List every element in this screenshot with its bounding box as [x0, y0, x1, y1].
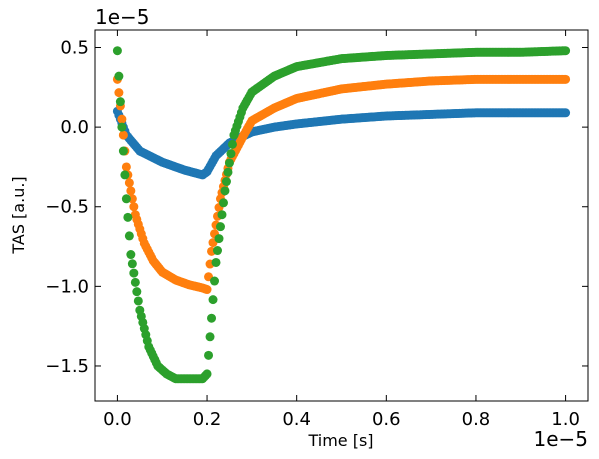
series-2 — [112, 74, 571, 295]
x-axis-ticks: 0.0 0.2 0.4 0.6 0.8 1.0 — [103, 30, 580, 430]
series-3-point — [226, 149, 236, 159]
series-2-point — [124, 178, 134, 188]
series-3-point — [123, 212, 133, 222]
y-tick-label: 0.0 — [60, 117, 89, 138]
series-3-point — [118, 146, 128, 156]
series-2-point — [117, 114, 127, 124]
series-2-point — [114, 88, 124, 98]
series-2-point — [121, 162, 131, 172]
series-3-point — [121, 194, 131, 204]
series-3-point — [115, 97, 125, 107]
series-3-point — [126, 250, 136, 260]
x-offset-text: 1e−5 — [533, 427, 588, 451]
series-3-point — [207, 313, 217, 323]
series-3 — [112, 46, 571, 384]
series-3-point — [202, 369, 212, 379]
series-1 — [112, 106, 571, 180]
series-3-point — [214, 234, 224, 244]
y-tick-label: −1.5 — [45, 356, 89, 377]
series-2-point — [202, 285, 212, 295]
series-3-point — [223, 167, 233, 177]
x-tick-label: 0.6 — [372, 409, 401, 430]
x-tick-label: 0.8 — [462, 409, 491, 430]
series-3-point — [561, 46, 571, 56]
series-3-point — [217, 210, 227, 220]
series-3-point — [224, 158, 234, 168]
x-tick-label: 0.2 — [193, 409, 222, 430]
y-tick-label: −0.5 — [45, 197, 89, 218]
x-tick-label: 0.4 — [282, 409, 311, 430]
y-tick-label: −1.0 — [45, 276, 89, 297]
y-tick-label: 0.5 — [60, 38, 89, 59]
series-3-point — [208, 295, 218, 305]
y-axis-label: TAS [a.u.] — [9, 176, 28, 254]
series-3-point — [204, 350, 214, 360]
series-3-point — [210, 276, 220, 286]
series-3-point — [133, 296, 143, 306]
series-3-point — [213, 246, 222, 256]
plot-frame — [94, 29, 589, 402]
y-axis-ticks: 0.5 0.0 −0.5 −1.0 −1.5 — [45, 38, 588, 377]
series-3-point — [211, 257, 221, 267]
series-1-point — [561, 108, 571, 118]
x-axis-label: Time [s] — [307, 431, 373, 450]
series-2-point — [129, 202, 139, 212]
series-2-point — [561, 74, 571, 84]
series-3-point — [221, 177, 231, 187]
series-3-point — [114, 71, 124, 81]
series-3-point — [205, 332, 215, 342]
y-offset-text: 1e−5 — [95, 5, 150, 29]
x-tick-label: 0.0 — [103, 409, 132, 430]
x-tick-label: 1.0 — [551, 409, 580, 430]
series-3-point — [220, 186, 230, 196]
series-2-point — [118, 130, 128, 140]
series-3-point — [127, 259, 137, 269]
series-2-point — [126, 186, 136, 196]
series-3-point — [120, 170, 130, 180]
series-3-point — [130, 277, 140, 287]
series-3-point — [117, 122, 127, 132]
series-3-point — [227, 139, 237, 149]
series-3-point — [112, 46, 122, 56]
series-3-point — [218, 198, 228, 208]
series-3-point — [132, 287, 142, 297]
series-3-point — [129, 268, 139, 278]
data-marks — [112, 46, 571, 384]
series-3-point — [124, 231, 134, 241]
series-3-point — [215, 222, 225, 232]
